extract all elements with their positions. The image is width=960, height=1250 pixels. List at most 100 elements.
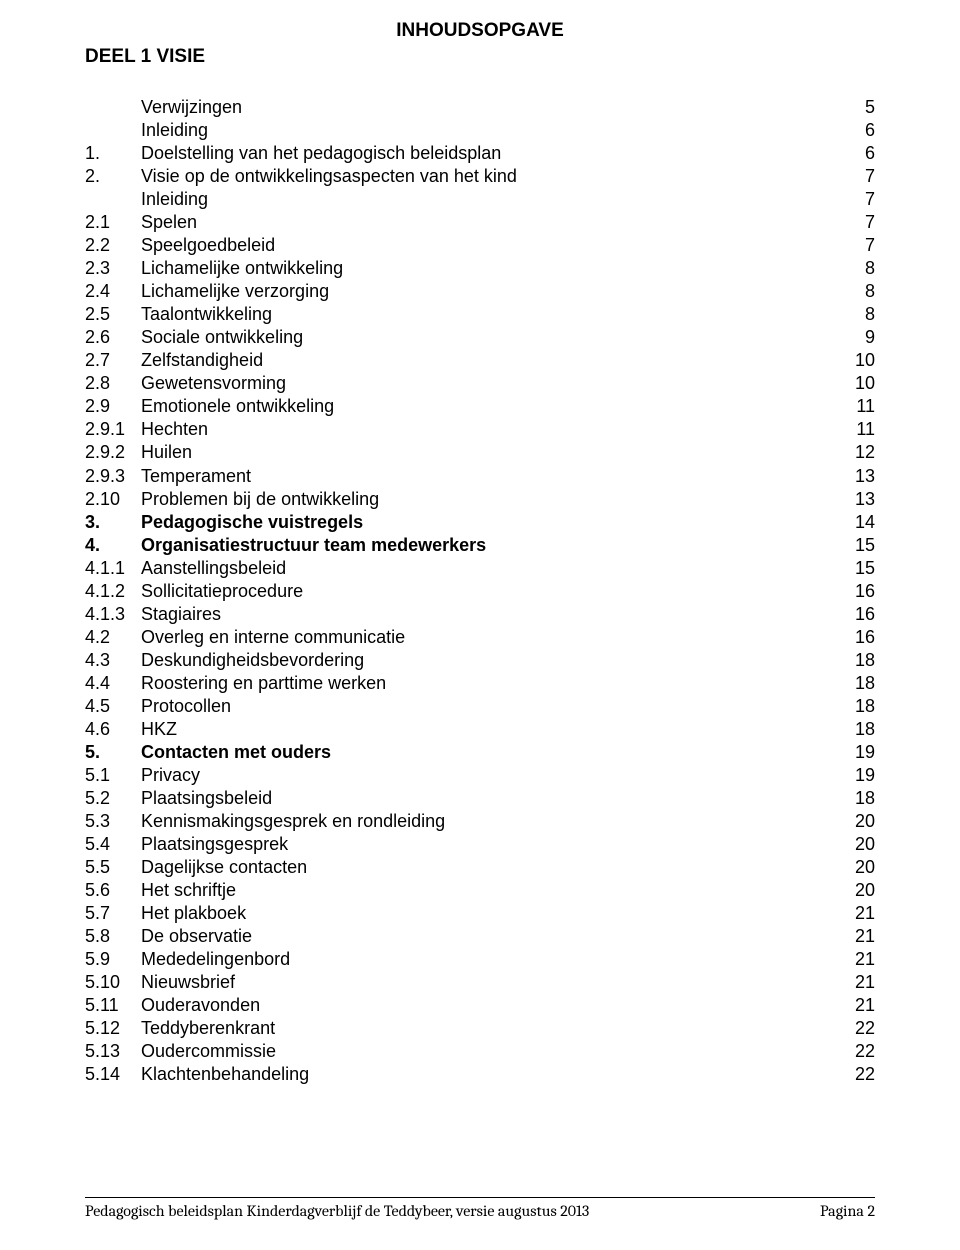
toc-entry-page: 8 bbox=[845, 257, 875, 280]
toc-row: 5.4Plaatsingsgesprek20 bbox=[85, 833, 875, 856]
toc-entry-number: 2. bbox=[85, 165, 141, 188]
toc-entry-number: 4.4 bbox=[85, 672, 141, 695]
toc-row: 5.8De observatie21 bbox=[85, 925, 875, 948]
toc-entry-page: 15 bbox=[845, 534, 875, 557]
toc-entry-number: 2.6 bbox=[85, 326, 141, 349]
toc-entry-number: 4.2 bbox=[85, 626, 141, 649]
toc-entry-label: Sollicitatieprocedure bbox=[141, 580, 845, 603]
toc-entry-label: Privacy bbox=[141, 764, 845, 787]
toc-entry-number: 2.4 bbox=[85, 280, 141, 303]
toc-row: 5.5Dagelijkse contacten20 bbox=[85, 856, 875, 879]
toc-entry-number: 5.8 bbox=[85, 925, 141, 948]
toc-row: 4.2Overleg en interne communicatie16 bbox=[85, 626, 875, 649]
toc-entry-number: 2.2 bbox=[85, 234, 141, 257]
toc-row: 5.3Kennismakingsgesprek en rondleiding20 bbox=[85, 810, 875, 833]
toc-row: 4.5Protocollen18 bbox=[85, 695, 875, 718]
toc-row: 5.2Plaatsingsbeleid18 bbox=[85, 787, 875, 810]
toc-entry-label: Protocollen bbox=[141, 695, 845, 718]
toc-row: 4.6HKZ18 bbox=[85, 718, 875, 741]
toc-entry-label: Visie op de ontwikkelingsaspecten van he… bbox=[141, 165, 845, 188]
toc-entry-number: 5.7 bbox=[85, 902, 141, 925]
toc-entry-label: Oudercommissie bbox=[141, 1040, 845, 1063]
page-footer: Pedagogisch beleidsplan Kinderdagverblij… bbox=[85, 1197, 875, 1220]
toc-entry-label: Lichamelijke ontwikkeling bbox=[141, 257, 845, 280]
toc-entry-number: 5.14 bbox=[85, 1063, 141, 1086]
toc-entry-label: Inleiding bbox=[141, 188, 845, 211]
toc-entry-label: Pedagogische vuistregels bbox=[141, 511, 845, 534]
toc-entry-label: Aanstellingsbeleid bbox=[141, 557, 845, 580]
toc-row: 1.Doelstelling van het pedagogisch belei… bbox=[85, 142, 875, 165]
toc-entry-page: 8 bbox=[845, 280, 875, 303]
toc-row: 4.1.1Aanstellingsbeleid15 bbox=[85, 557, 875, 580]
toc-entry-number: 4.1.3 bbox=[85, 603, 141, 626]
toc-entry-number: 3. bbox=[85, 511, 141, 534]
toc-entry-page: 12 bbox=[845, 441, 875, 464]
toc-entry-page: 7 bbox=[845, 234, 875, 257]
toc-entry-label: Inleiding bbox=[141, 119, 845, 142]
section-title: DEEL 1 VISIE bbox=[85, 46, 875, 68]
toc-entry-page: 18 bbox=[845, 695, 875, 718]
toc-row: 5.9Mededelingenbord21 bbox=[85, 948, 875, 971]
toc-entry-page: 13 bbox=[845, 465, 875, 488]
toc-entry-label: Organisatiestructuur team medewerkers bbox=[141, 534, 845, 557]
toc-entry-label: Nieuwsbrief bbox=[141, 971, 845, 994]
toc-entry-label: Kennismakingsgesprek en rondleiding bbox=[141, 810, 845, 833]
toc-entry-number: 4.5 bbox=[85, 695, 141, 718]
footer-text-left: Pedagogisch beleidsplan Kinderdagverblij… bbox=[85, 1202, 589, 1220]
toc-entry-page: 18 bbox=[845, 718, 875, 741]
toc-entry-label: Roostering en parttime werken bbox=[141, 672, 845, 695]
toc-row: 5.10Nieuwsbrief21 bbox=[85, 971, 875, 994]
toc-row: 2.2Speelgoedbeleid7 bbox=[85, 234, 875, 257]
toc-entry-page: 18 bbox=[845, 649, 875, 672]
toc-entry-number: 4.1.2 bbox=[85, 580, 141, 603]
toc-entry-number: 5.12 bbox=[85, 1017, 141, 1040]
toc-entry-label: Spelen bbox=[141, 211, 845, 234]
toc-row: 2.6Sociale ontwikkeling9 bbox=[85, 326, 875, 349]
toc-row: 2.1Spelen7 bbox=[85, 211, 875, 234]
toc-entry-number: 2.9 bbox=[85, 395, 141, 418]
toc-entry-label: Deskundigheidsbevordering bbox=[141, 649, 845, 672]
toc-row: 4.Organisatiestructuur team medewerkers1… bbox=[85, 534, 875, 557]
toc-entry-label: Dagelijkse contacten bbox=[141, 856, 845, 879]
toc-entry-number: 2.7 bbox=[85, 349, 141, 372]
toc-entry-label: Het schriftje bbox=[141, 879, 845, 902]
toc-entry-number: 2.9.1 bbox=[85, 418, 141, 441]
toc-entry-number: 2.10 bbox=[85, 488, 141, 511]
table-of-contents: Verwijzingen5Inleiding61.Doelstelling va… bbox=[85, 96, 875, 1086]
footer-text-right: Pagina 2 bbox=[820, 1202, 875, 1220]
toc-entry-label: Problemen bij de ontwikkeling bbox=[141, 488, 845, 511]
toc-entry-label: Overleg en interne communicatie bbox=[141, 626, 845, 649]
toc-entry-page: 18 bbox=[845, 787, 875, 810]
toc-entry-number: 5.11 bbox=[85, 994, 141, 1017]
toc-entry-label: Stagiaires bbox=[141, 603, 845, 626]
toc-entry-page: 22 bbox=[845, 1063, 875, 1086]
toc-entry-page: 10 bbox=[845, 349, 875, 372]
toc-entry-number: 5.6 bbox=[85, 879, 141, 902]
toc-entry-page: 9 bbox=[845, 326, 875, 349]
toc-row: Inleiding7 bbox=[85, 188, 875, 211]
toc-entry-page: 21 bbox=[845, 971, 875, 994]
toc-entry-page: 21 bbox=[845, 925, 875, 948]
toc-entry-page: 5 bbox=[845, 96, 875, 119]
toc-entry-page: 21 bbox=[845, 948, 875, 971]
toc-entry-page: 21 bbox=[845, 902, 875, 925]
toc-row: 2.8Gewetensvorming10 bbox=[85, 372, 875, 395]
toc-entry-label: De observatie bbox=[141, 925, 845, 948]
toc-entry-page: 6 bbox=[845, 142, 875, 165]
toc-row: 5.1Privacy19 bbox=[85, 764, 875, 787]
toc-entry-number: 2.8 bbox=[85, 372, 141, 395]
toc-entry-page: 16 bbox=[845, 626, 875, 649]
toc-row: 5.6Het schriftje20 bbox=[85, 879, 875, 902]
toc-entry-number: 5. bbox=[85, 741, 141, 764]
toc-entry-label: Temperament bbox=[141, 465, 845, 488]
toc-row: Verwijzingen5 bbox=[85, 96, 875, 119]
toc-entry-label: Hechten bbox=[141, 418, 845, 441]
toc-entry-page: 6 bbox=[845, 119, 875, 142]
toc-entry-number: 2.1 bbox=[85, 211, 141, 234]
toc-row: 5.11Ouderavonden21 bbox=[85, 994, 875, 1017]
toc-row: Inleiding6 bbox=[85, 119, 875, 142]
toc-entry-page: 11 bbox=[845, 395, 875, 418]
toc-entry-label: Speelgoedbeleid bbox=[141, 234, 845, 257]
page-title: INHOUDSOPGAVE bbox=[85, 20, 875, 42]
toc-row: 2.9Emotionele ontwikkeling11 bbox=[85, 395, 875, 418]
